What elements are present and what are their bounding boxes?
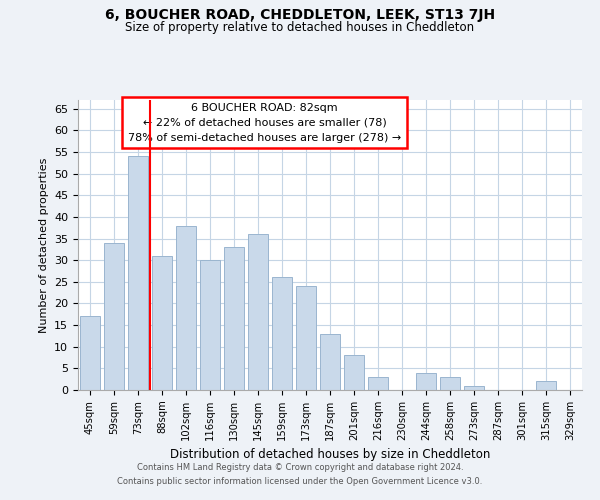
Text: 6, BOUCHER ROAD, CHEDDLETON, LEEK, ST13 7JH: 6, BOUCHER ROAD, CHEDDLETON, LEEK, ST13 … <box>105 8 495 22</box>
Bar <box>200 260 220 390</box>
Text: Size of property relative to detached houses in Cheddleton: Size of property relative to detached ho… <box>125 21 475 34</box>
Bar <box>176 226 196 390</box>
Bar <box>128 156 148 390</box>
Text: Contains public sector information licensed under the Open Government Licence v3: Contains public sector information licen… <box>118 477 482 486</box>
Bar <box>464 386 484 390</box>
Bar <box>320 334 340 390</box>
Bar <box>344 356 364 390</box>
Bar <box>80 316 100 390</box>
Bar <box>368 377 388 390</box>
Bar <box>224 247 244 390</box>
Y-axis label: Number of detached properties: Number of detached properties <box>38 158 49 332</box>
Bar <box>272 278 292 390</box>
Bar <box>296 286 316 390</box>
Bar <box>152 256 172 390</box>
Bar <box>248 234 268 390</box>
Bar <box>416 372 436 390</box>
Text: Contains HM Land Registry data © Crown copyright and database right 2024.: Contains HM Land Registry data © Crown c… <box>137 464 463 472</box>
Bar <box>440 377 460 390</box>
Bar <box>536 382 556 390</box>
Bar <box>104 243 124 390</box>
X-axis label: Distribution of detached houses by size in Cheddleton: Distribution of detached houses by size … <box>170 448 490 462</box>
Text: 6 BOUCHER ROAD: 82sqm
← 22% of detached houses are smaller (78)
78% of semi-deta: 6 BOUCHER ROAD: 82sqm ← 22% of detached … <box>128 103 401 142</box>
